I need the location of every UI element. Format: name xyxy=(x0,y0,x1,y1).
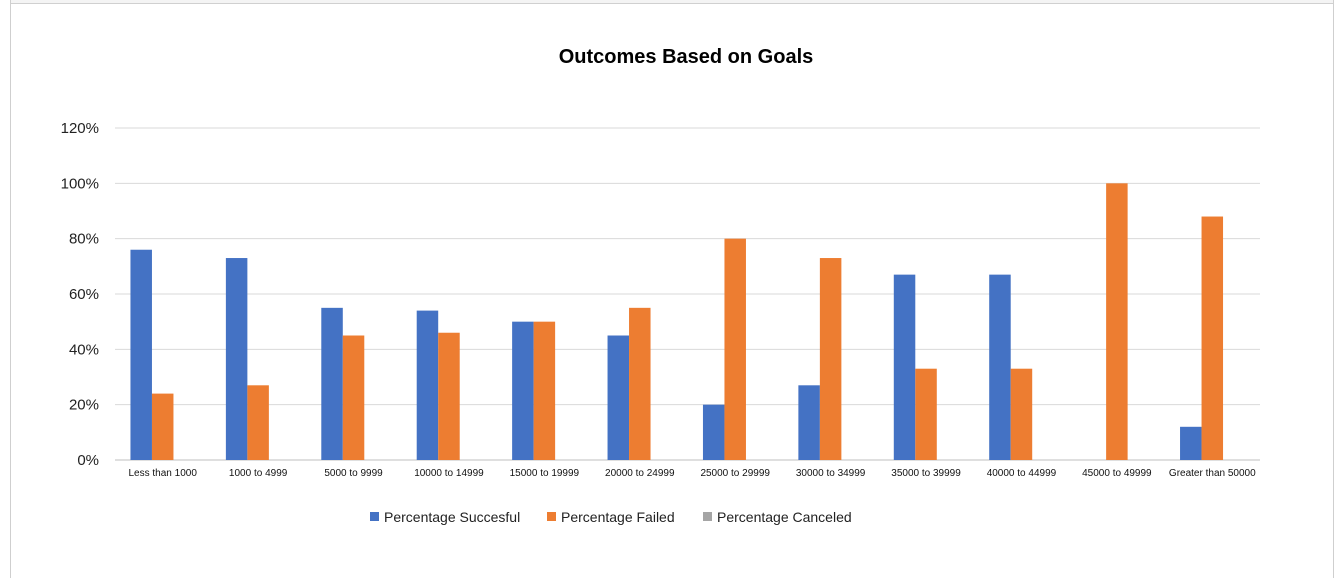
legend-label: Percentage Failed xyxy=(561,509,675,525)
legend-label: Percentage Succesful xyxy=(384,509,520,525)
x-tick-label: 1000 to 4999 xyxy=(229,468,288,479)
y-tick-label: 120% xyxy=(61,120,99,137)
y-tick-label: 0% xyxy=(77,452,99,469)
bar-percentage-succesful[interactable] xyxy=(1180,426,1202,460)
sheet-right-edge xyxy=(1333,0,1342,578)
y-tick-label: 20% xyxy=(69,397,99,414)
bar-percentage-succesful[interactable] xyxy=(798,385,820,460)
x-tick-label: 25000 to 29999 xyxy=(700,468,770,479)
bar-percentage-failed[interactable] xyxy=(629,307,651,460)
bar-percentage-failed[interactable] xyxy=(819,258,842,460)
bar-percentage-succesful[interactable] xyxy=(512,321,534,460)
bar-percentage-failed[interactable] xyxy=(247,385,269,460)
bar-percentage-succesful[interactable] xyxy=(416,310,439,460)
bar-percentage-succesful[interactable] xyxy=(702,404,725,460)
sheet-top-edge xyxy=(0,0,1342,4)
bar-percentage-failed[interactable] xyxy=(1201,216,1224,460)
bar-percentage-succesful[interactable] xyxy=(893,274,916,460)
bar-percentage-succesful[interactable] xyxy=(321,307,343,460)
bar-percentage-failed[interactable] xyxy=(724,238,746,460)
y-tick-label: 100% xyxy=(61,175,99,192)
bar-percentage-failed[interactable] xyxy=(342,335,365,461)
bar-percentage-failed[interactable] xyxy=(1106,183,1128,461)
bar-percentage-failed[interactable] xyxy=(1010,368,1033,460)
chart-title: Outcomes Based on Goals xyxy=(559,46,814,68)
y-tick-label: 60% xyxy=(69,286,99,303)
sheet-left-edge xyxy=(0,0,11,578)
bar-percentage-succesful[interactable] xyxy=(989,274,1011,460)
x-tick-label: Less than 1000 xyxy=(129,468,198,479)
bar-percentage-failed[interactable] xyxy=(533,321,556,460)
x-tick-label: 20000 to 24999 xyxy=(605,468,675,479)
x-tick-label: 5000 to 9999 xyxy=(324,468,383,479)
bar-percentage-succesful[interactable] xyxy=(130,249,152,460)
legend-swatch xyxy=(370,512,379,521)
x-tick-label: 40000 to 44999 xyxy=(987,468,1057,479)
x-axis-ticks: Less than 1000 1000 to 4999 5000 to 9999 10… xyxy=(129,468,1257,479)
bars xyxy=(130,183,1224,461)
y-axis-ticks: 0% 20% 40% 60% 80% 100% 120% xyxy=(61,120,99,469)
legend-swatch xyxy=(703,512,712,521)
legend: Percentage Succesful Percentage Failed Per… xyxy=(370,509,852,525)
legend-swatch xyxy=(547,512,556,521)
bar-percentage-succesful[interactable] xyxy=(225,258,248,460)
x-tick-label: 15000 to 19999 xyxy=(510,468,580,479)
x-tick-label: Greater than 50000 xyxy=(1169,468,1256,479)
legend-label: Percentage Canceled xyxy=(717,509,852,525)
bar-percentage-failed[interactable] xyxy=(151,393,174,460)
gridlines xyxy=(115,127,1260,461)
x-tick-label: 35000 to 39999 xyxy=(891,468,961,479)
y-tick-label: 80% xyxy=(69,231,99,248)
x-tick-label: 10000 to 14999 xyxy=(414,468,484,479)
bar-percentage-failed[interactable] xyxy=(438,332,460,460)
bar-percentage-failed[interactable] xyxy=(915,368,937,460)
x-tick-label: 30000 to 34999 xyxy=(796,468,866,479)
y-tick-label: 40% xyxy=(69,341,99,358)
x-tick-label: 45000 to 49999 xyxy=(1082,468,1152,479)
bar-percentage-succesful[interactable] xyxy=(607,335,630,461)
